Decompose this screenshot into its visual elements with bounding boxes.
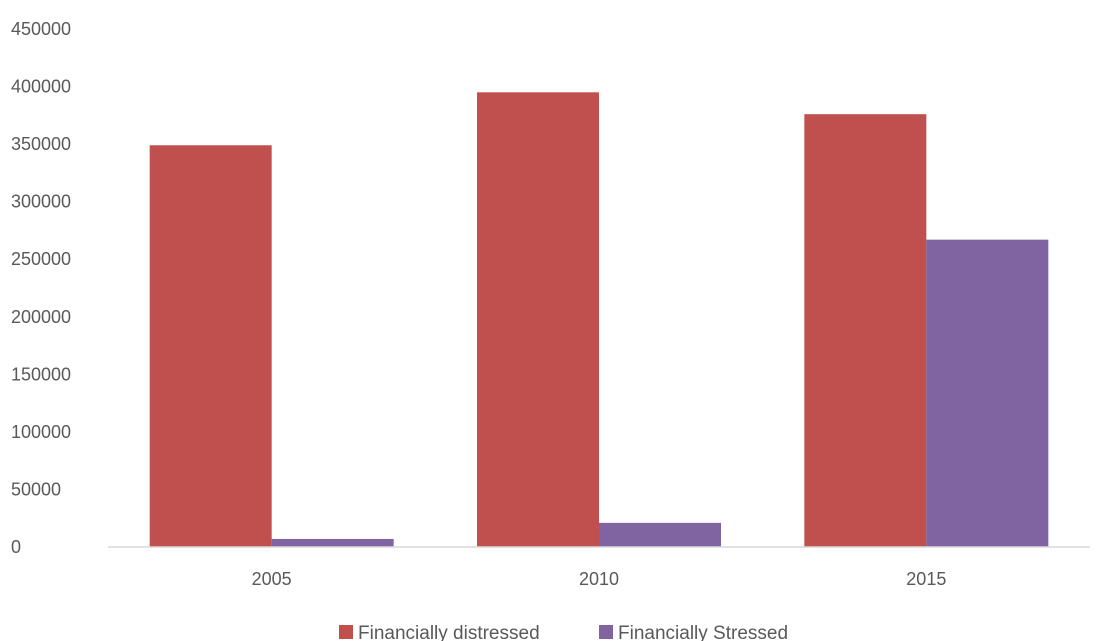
bar-financially-stressed-2010 (599, 522, 721, 547)
bar-financially-stressed-2005 (271, 538, 394, 547)
y-tick-label: 450000 (11, 19, 71, 39)
y-tick-label: 100000 (11, 422, 71, 442)
legend-label-financially-distressed: Financially distressed (358, 623, 540, 641)
x-tick-label: 2010 (579, 569, 619, 589)
y-tick-label: 0 (11, 537, 21, 557)
x-tick-label: 2005 (252, 569, 292, 589)
y-tick-label: 350000 (11, 134, 71, 154)
legend-swatch-financially-stressed (599, 625, 613, 639)
y-tick-label: 50000 (11, 479, 61, 499)
y-tick-label: 150000 (11, 364, 71, 384)
x-axis: 2005 2010 2015 (252, 569, 947, 589)
bar-financially-distressed-2015 (804, 114, 927, 547)
legend-label-financially-stressed: Financially Stressed (618, 623, 788, 641)
bar-financially-distressed-2005 (149, 145, 272, 548)
bars (149, 92, 1049, 548)
legend: Financially distressed Financially Stres… (339, 623, 788, 641)
bar-financially-distressed-2010 (477, 92, 599, 548)
y-tick-label: 300000 (11, 192, 71, 212)
bar-financially-stressed-2015 (926, 239, 1049, 548)
y-axis: 0 50000 100000 150000 200000 250000 300000 3500… (11, 19, 71, 557)
y-tick-label: 400000 (11, 77, 71, 97)
y-tick-label: 200000 (11, 307, 71, 327)
y-tick-label: 250000 (11, 249, 71, 269)
x-tick-label: 2015 (906, 569, 946, 589)
legend-swatch-financially-distressed (339, 625, 353, 639)
